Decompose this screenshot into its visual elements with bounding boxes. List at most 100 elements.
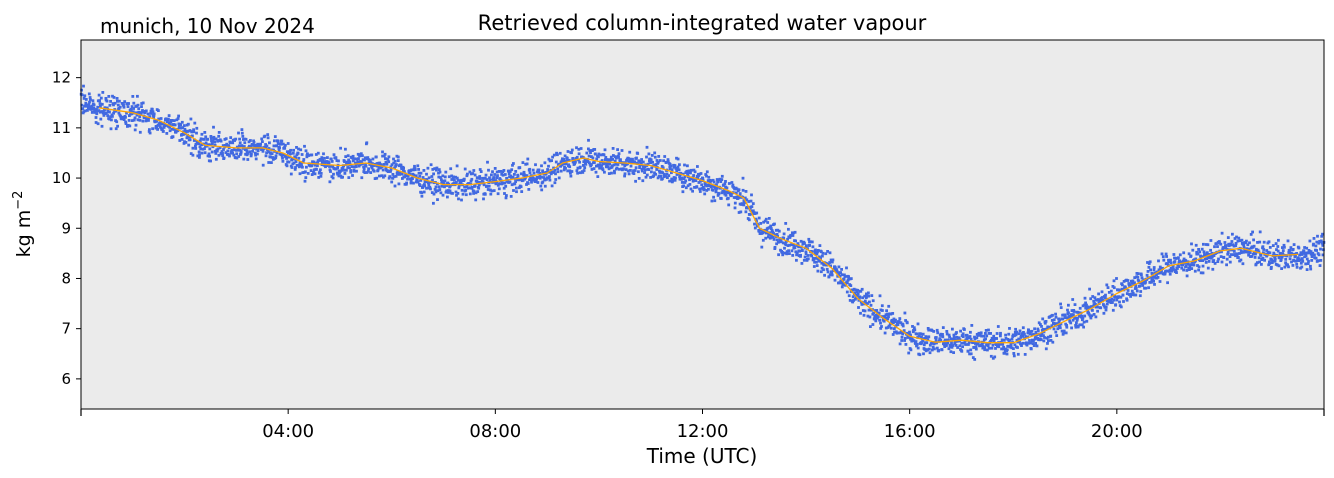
scatter-point: [737, 196, 740, 200]
scatter-point: [463, 167, 467, 171]
scatter-point: [132, 101, 136, 105]
scatter-point: [487, 184, 491, 188]
scatter-point: [627, 160, 631, 164]
scatter-point: [715, 178, 719, 181]
scatter-point: [837, 265, 841, 269]
scatter-point: [1174, 257, 1178, 260]
scatter-point: [655, 168, 659, 171]
scatter-point: [1069, 315, 1072, 318]
scatter-point: [1182, 251, 1186, 255]
scatter-point: [240, 128, 244, 131]
scatter-point: [705, 189, 709, 192]
scatter-point: [772, 231, 775, 235]
scatter-point: [1035, 344, 1039, 348]
scatter-point: [902, 329, 906, 332]
scatter-point: [1133, 276, 1137, 279]
scatter-point: [668, 179, 671, 183]
scatter-point: [1295, 265, 1299, 269]
scatter-point: [195, 126, 199, 130]
scatter-point: [147, 119, 150, 122]
scatter-point: [1151, 275, 1155, 279]
scatter-point: [412, 181, 415, 185]
scatter-point: [540, 164, 543, 168]
scatter-point: [1177, 265, 1181, 268]
scatter-point: [698, 190, 702, 193]
scatter-point: [135, 113, 139, 117]
scatter-point: [941, 335, 945, 339]
scatter-point: [1021, 334, 1024, 338]
scatter-point: [387, 170, 390, 173]
scatter-point: [328, 180, 332, 184]
scatter-point: [124, 120, 127, 124]
scatter-point: [292, 161, 296, 165]
scatter-point: [986, 348, 989, 352]
scatter-point: [866, 314, 870, 318]
scatter-point: [1018, 329, 1022, 333]
scatter-point: [790, 249, 794, 253]
scatter-point: [446, 189, 450, 192]
scatter-point: [315, 168, 318, 171]
scatter-point: [429, 163, 433, 167]
scatter-point: [425, 172, 428, 176]
scatter-point: [199, 147, 203, 151]
scatter-point: [644, 175, 648, 179]
scatter-point: [316, 164, 319, 168]
scatter-point: [681, 190, 685, 194]
scatter-point: [683, 163, 686, 167]
scatter-point: [676, 157, 680, 161]
scatter-point: [1267, 263, 1271, 267]
scatter-point: [632, 172, 636, 175]
scatter-point: [1147, 265, 1151, 269]
scatter-point: [106, 114, 110, 117]
scatter-point: [1307, 259, 1310, 263]
scatter-point: [584, 162, 588, 166]
scatter-point: [417, 168, 420, 171]
scatter-point: [1276, 245, 1280, 248]
scatter-point: [443, 185, 446, 189]
scatter-point: [1109, 301, 1113, 304]
scatter-point: [1148, 260, 1152, 264]
scatter-point: [1236, 239, 1240, 243]
scatter-point: [945, 332, 949, 336]
scatter-point: [468, 192, 472, 196]
scatter-point: [414, 174, 418, 178]
scatter-point: [166, 124, 170, 128]
scatter-point: [511, 175, 515, 179]
scatter-point: [1168, 268, 1172, 272]
scatter-point: [1078, 323, 1082, 327]
scatter-point: [558, 151, 562, 155]
scatter-point: [613, 159, 617, 163]
scatter-point: [115, 120, 119, 124]
scatter-point: [378, 161, 382, 165]
scatter-point: [1226, 236, 1230, 239]
scatter-point: [1070, 326, 1073, 330]
scatter-point: [996, 325, 1000, 328]
scatter-point: [720, 174, 724, 178]
scatter-point: [815, 264, 819, 267]
scatter-point: [573, 162, 576, 166]
scatter-point: [695, 185, 699, 188]
scatter-point: [1011, 335, 1015, 338]
scatter-point: [1012, 352, 1016, 355]
scatter-point: [1010, 346, 1014, 350]
scatter-point: [1161, 255, 1165, 259]
scatter-point: [769, 224, 773, 228]
scatter-point: [177, 114, 180, 118]
scatter-point: [99, 117, 103, 121]
scatter-point: [95, 112, 99, 116]
scatter-point: [118, 105, 122, 109]
scatter-point: [849, 277, 853, 280]
scatter-point: [693, 186, 696, 189]
scatter-point: [382, 163, 386, 166]
scatter-point: [1225, 257, 1229, 261]
scatter-point: [720, 178, 724, 181]
scatter-point: [909, 333, 912, 337]
scatter-point: [1194, 257, 1198, 261]
scatter-point: [613, 155, 617, 158]
scatter-point: [565, 159, 569, 162]
scatter-point: [1271, 259, 1275, 263]
scatter-point: [1246, 250, 1250, 254]
scatter-point: [987, 328, 990, 332]
scatter-point: [607, 172, 611, 175]
scatter-point: [133, 116, 137, 120]
